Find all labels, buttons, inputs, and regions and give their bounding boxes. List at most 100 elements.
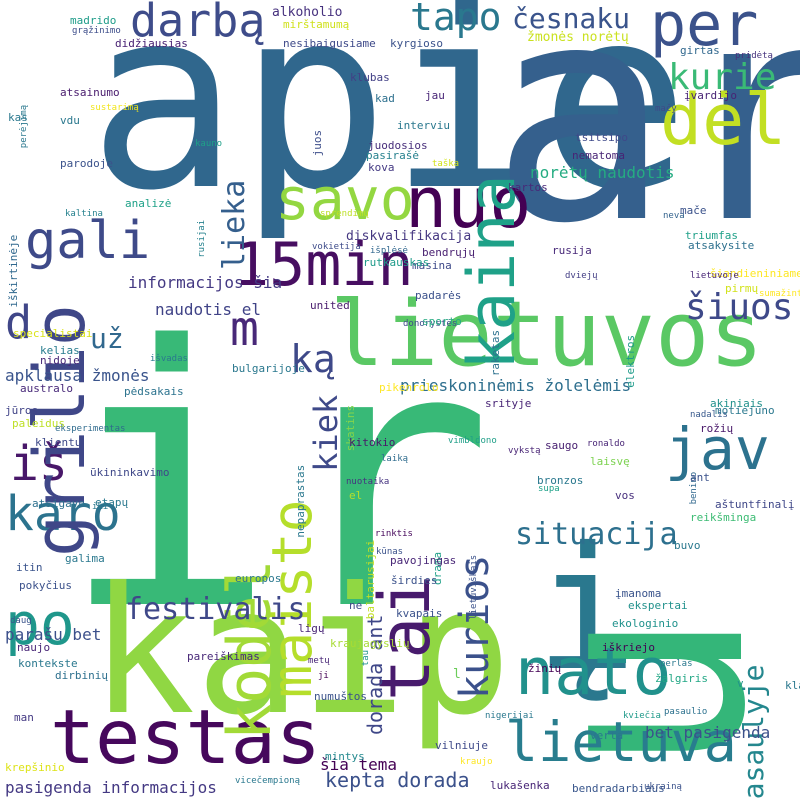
word-187: verta [590, 729, 624, 742]
word-191: krepšinio [5, 761, 65, 774]
word-76: tsitsipo [575, 131, 628, 144]
word-26: darbą [130, 0, 266, 47]
word-37: situacija [515, 517, 678, 552]
word-141: supa [538, 484, 560, 494]
word-18: gali [25, 211, 151, 271]
word-87: kaltina [65, 209, 103, 219]
word-52: parašu bet [5, 625, 102, 644]
word-21: savo [275, 165, 415, 233]
word-106: united [310, 299, 350, 312]
word-4: į [535, 511, 638, 709]
word-104: padarės [415, 289, 462, 302]
word-136: laisvę [590, 455, 630, 468]
word-77: parodoje [60, 157, 113, 170]
word-2: ir [60, 270, 494, 689]
word-74: klubas [350, 71, 390, 84]
word-158: europos [235, 572, 282, 585]
word-20: nuo [405, 162, 532, 244]
word-140: bronzos [537, 474, 584, 487]
word-116: pėdsakais [124, 385, 184, 398]
word-185: nigerijai [485, 711, 534, 721]
word-50: šia tema [320, 755, 398, 774]
word-69: mačy [655, 104, 677, 114]
word-54: mirštamumą [283, 18, 350, 31]
word-96: masina [412, 259, 452, 272]
word-169: iškriejo [602, 641, 655, 654]
word-173: žalgiris [655, 672, 708, 685]
word-161: įmanoma [615, 587, 662, 600]
word-58: nesibaigusiame [283, 37, 376, 50]
word-194: bendradarbiaus [572, 782, 665, 795]
word-145: el [349, 489, 363, 502]
word-100: pirmų [725, 282, 759, 295]
word-188: vilniuje [435, 739, 488, 752]
word-110: specialistai [13, 327, 93, 340]
word-55: madrido [70, 14, 117, 27]
word-165: daug [10, 616, 32, 626]
word-195: ukrainą [644, 782, 682, 792]
word-123: nadalis [690, 410, 728, 420]
word-90: triumfas [685, 229, 738, 242]
word-101: išvadas [150, 354, 188, 364]
word-57: didžiausias [115, 37, 188, 50]
word-79: nematoma [572, 149, 625, 162]
word-32: jav [665, 415, 770, 483]
word-16: iš [10, 436, 68, 492]
word-53: alkoholio [272, 5, 343, 20]
word-117: pikenrolo [379, 381, 439, 394]
word-122: paleidus [12, 417, 65, 430]
word-45: prieskoninėmis žolelėmis [400, 376, 632, 395]
word-30: d [5, 296, 33, 349]
word-95: bendrųjų [422, 246, 475, 259]
word-8: 15min [233, 230, 414, 300]
word-61: pridėtą [735, 51, 773, 61]
word-42: informacijos šia [128, 273, 283, 292]
word-135: saugo [545, 439, 579, 452]
word-180: v [737, 677, 744, 690]
word-147: reikšminga [690, 511, 757, 524]
word-66: vdu [60, 114, 80, 127]
word-60: girtas [680, 44, 720, 57]
word-41: už [90, 322, 124, 355]
word-75: juos [311, 129, 324, 157]
word-72: interviu [397, 119, 450, 132]
word-78: pasirašė [366, 149, 419, 162]
word-186: kviečia [623, 711, 661, 721]
word-13: lietuva [505, 710, 737, 774]
word-3: kaip [90, 551, 512, 754]
word-139: nuotaika [346, 477, 390, 487]
word-92: vokietija [312, 242, 361, 252]
word-23: per [650, 0, 759, 60]
word-168: tau [361, 649, 371, 667]
word-93: išplėsė [370, 246, 408, 256]
word-88: analizė [125, 197, 172, 210]
word-47: norėtų naudotis [530, 163, 675, 182]
word-184: pasaulio [664, 707, 708, 717]
word-114: bulgarijoje [232, 362, 305, 375]
word-150: galima [65, 552, 105, 565]
word-137: ant [690, 471, 710, 484]
word-109: raketas [489, 329, 502, 377]
word-125: nepaprastas [294, 464, 307, 538]
word-84: neva [663, 211, 685, 221]
word-146: aštuntfinalį [715, 498, 795, 511]
word-81: taška [432, 159, 460, 169]
word-178: ji [318, 671, 329, 681]
word-85: iškirtinėje [7, 234, 20, 308]
word-189: mintys [325, 750, 365, 763]
word-119: srityje [485, 397, 532, 410]
word-49: bet pasigenda [645, 723, 771, 742]
word-148: baltarusijai [364, 539, 377, 620]
word-68: kauno [195, 139, 223, 149]
word-43: naudotis el [155, 300, 261, 319]
word-67: kas [8, 111, 28, 124]
word-107: donorystės [403, 319, 458, 329]
word-157: pokyčius [19, 579, 72, 592]
word-171: naujo [17, 641, 51, 654]
word-97: rutkauskas [363, 256, 430, 269]
word-102: dviejų [565, 271, 598, 281]
word-138: atsigavo [32, 497, 85, 510]
word-31: ką [290, 337, 336, 381]
word-132: vykstą [508, 446, 541, 456]
